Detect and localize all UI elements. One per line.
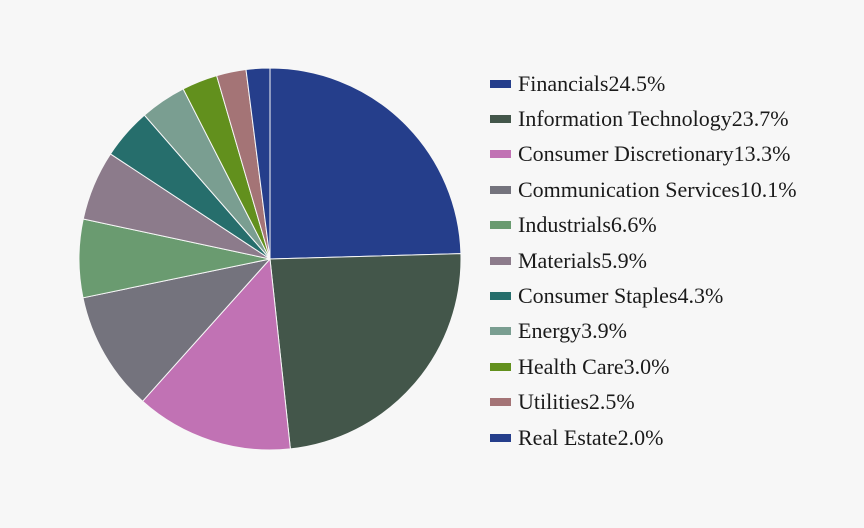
pie-slice-information-technology xyxy=(269,253,462,450)
legend-swatch-consumer-discretionary xyxy=(490,150,511,159)
pie-slice-consumer-discretionary xyxy=(141,257,291,451)
legend-label: Health Care xyxy=(518,353,624,379)
legend-value: 3.0% xyxy=(623,353,670,379)
legend-label: Industrials xyxy=(518,212,611,238)
legend-item-communication-services: Communication Services 10.1% xyxy=(490,172,797,207)
legend-item-utilities: Utilities 2.5% xyxy=(490,385,797,420)
legend-item-energy: Energy 3.9% xyxy=(490,314,797,349)
pie-slice-financials xyxy=(269,67,462,260)
legend-label: Information Technology xyxy=(518,106,732,132)
legend-label: Materials xyxy=(518,247,602,273)
legend-value: 13.3% xyxy=(733,141,791,167)
legend-label: Financials xyxy=(518,70,609,96)
legend-value: 5.9% xyxy=(601,247,647,273)
legend-item-consumer-staples: Consumer Staples 4.3% xyxy=(490,278,797,313)
legend-swatch-industrials xyxy=(490,221,511,230)
legend-item-financials: Financials 24.5% xyxy=(490,66,797,101)
legend-item-real-estate: Real Estate 2.0% xyxy=(490,420,797,455)
chart-legend: Financials 24.5% Information Technology 2… xyxy=(490,66,797,455)
legend-swatch-utilities xyxy=(490,398,511,407)
legend-swatch-information-technology xyxy=(490,115,511,124)
legend-swatch-communication-services xyxy=(490,185,511,194)
legend-item-industrials: Industrials 6.6% xyxy=(490,208,797,243)
pie-slice-communication-services xyxy=(82,258,272,402)
legend-value: 2.0% xyxy=(617,424,664,450)
legend-item-information-technology: Information Technology 23.7% xyxy=(490,101,797,136)
legend-value: 3.9% xyxy=(581,318,627,344)
legend-swatch-real-estate xyxy=(490,433,511,442)
legend-label: Consumer Staples xyxy=(518,283,678,309)
pie-slice-real-estate xyxy=(245,67,271,260)
pie-slices xyxy=(78,67,462,451)
legend-label: Consumer Discretionary xyxy=(518,141,734,167)
legend-swatch-health-care xyxy=(490,362,511,371)
legend-swatch-financials xyxy=(490,79,511,88)
legend-value: 6.6% xyxy=(610,212,657,238)
legend-value: 10.1% xyxy=(739,176,797,202)
legend-label: Utilities xyxy=(518,389,589,415)
legend-value: 23.7% xyxy=(731,106,789,132)
legend-item-health-care: Health Care 3.0% xyxy=(490,349,797,384)
legend-item-materials: Materials 5.9% xyxy=(490,243,797,278)
legend-swatch-consumer-staples xyxy=(490,292,511,301)
legend-label: Energy xyxy=(518,318,582,344)
legend-label: Real Estate xyxy=(518,424,618,450)
legend-swatch-energy xyxy=(490,327,511,336)
legend-label: Communication Services xyxy=(518,176,740,202)
legend-value: 4.3% xyxy=(677,283,724,309)
legend-item-consumer-discretionary: Consumer Discretionary 13.3% xyxy=(490,137,797,172)
legend-value: 24.5% xyxy=(608,70,666,96)
legend-swatch-materials xyxy=(490,256,511,265)
legend-value: 2.5% xyxy=(588,389,635,415)
